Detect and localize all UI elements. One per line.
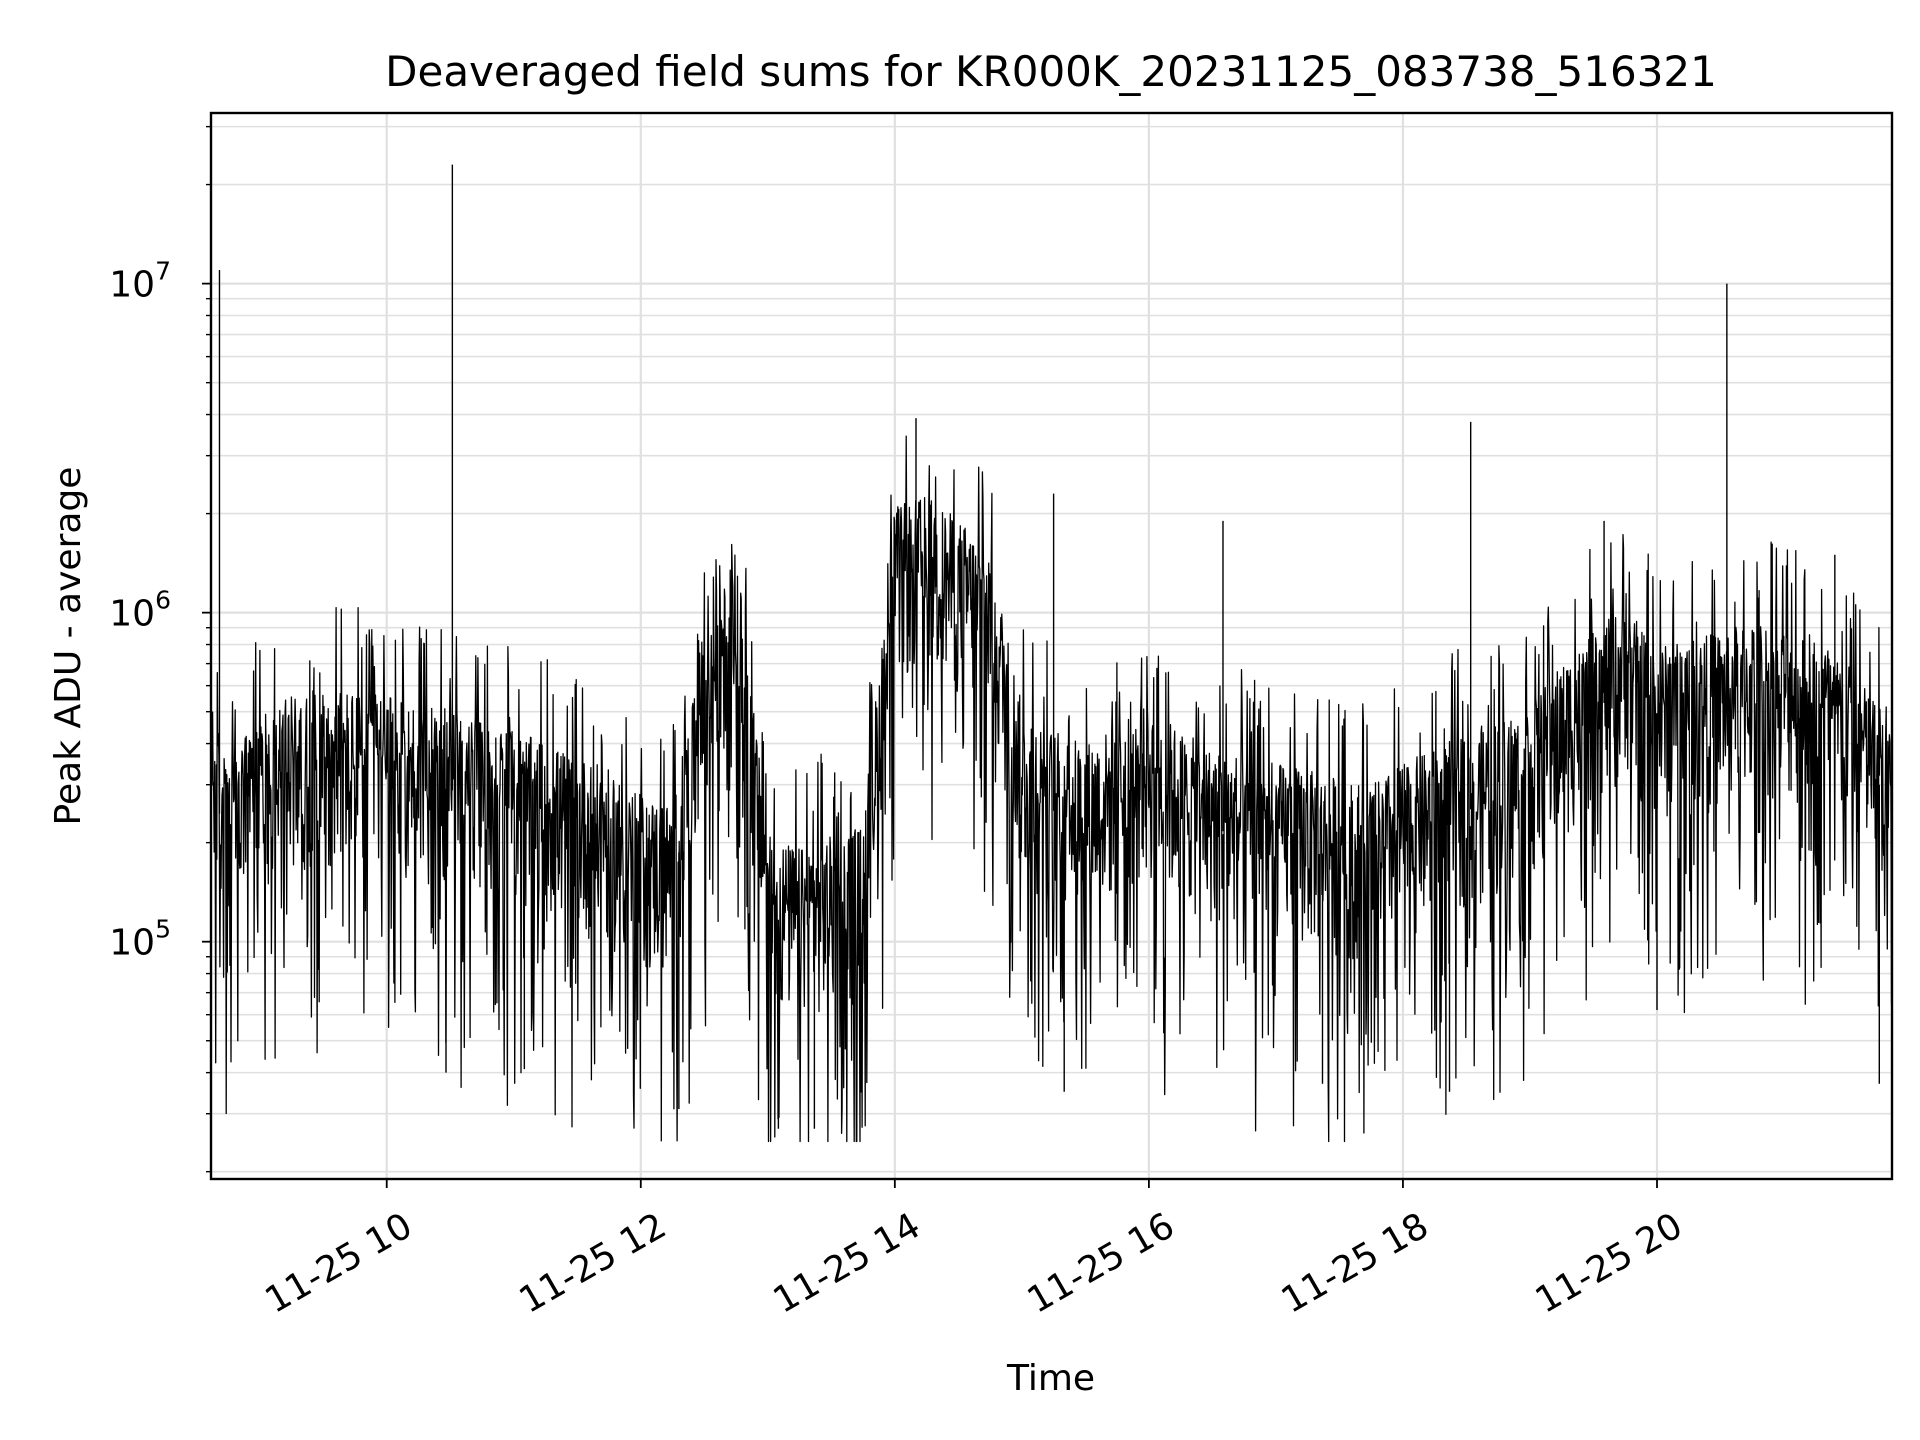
series-line <box>210 435 1893 1143</box>
chart-title: Deaveraged field sums for KR000K_2023112… <box>385 47 1717 96</box>
y-axis-label: Peak ADU - average <box>48 467 89 826</box>
plot-frame <box>209 111 1894 1181</box>
x-axis-label: Time <box>1006 1358 1095 1399</box>
data-series <box>210 164 1893 1143</box>
